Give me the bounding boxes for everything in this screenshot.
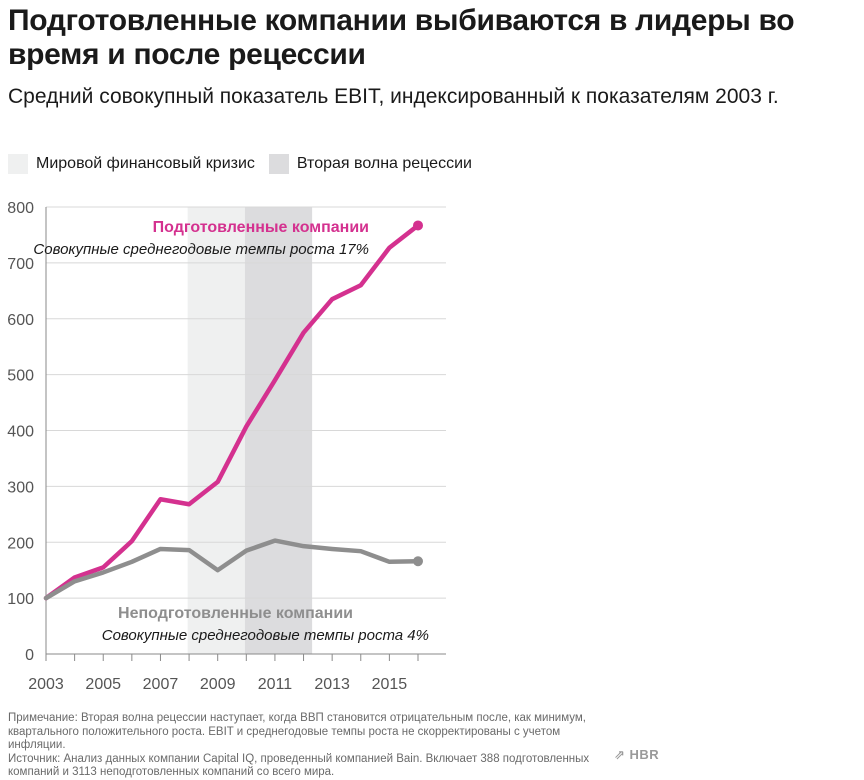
series-label-prepared: Подготовленные компании (153, 219, 369, 236)
x-tick-label: 2007 (143, 676, 179, 693)
footnote-line: квартального положительного роста. EBIT … (8, 725, 561, 752)
series-label-unprepared: Неподготовленные компании (118, 605, 353, 622)
legend-swatch-crisis (8, 154, 28, 174)
legend-label-crisis: Мировой финансовый кризис (36, 155, 255, 172)
x-tick-label: 2011 (258, 676, 293, 693)
legend: Мировой финансовый кризис Вторая волна р… (8, 152, 486, 176)
legend-item-crisis: Мировой финансовый кризис (8, 154, 255, 174)
y-tick-label: 0 (25, 647, 34, 664)
hbr-logo: ⇗ HBR (614, 747, 660, 762)
series-end-point-prepared (413, 220, 423, 231)
y-tick-label: 100 (7, 591, 34, 608)
footnote-line: Источник: Анализ данных компании Capital… (8, 752, 590, 765)
series-line-unprepared (43, 538, 421, 601)
series-note-prepared: Совокупные среднегодовые темпы роста 17% (33, 241, 369, 258)
legend-item-second-wave: Вторая волна рецессии (268, 154, 472, 174)
y-tick-label: 300 (7, 479, 34, 496)
series-line-prepared (43, 223, 421, 601)
series-end-point-unprepared (413, 556, 423, 567)
series-note-unprepared: Совокупные среднегодовые темпы роста 4% (102, 627, 429, 644)
x-tick-label: 2013 (314, 676, 350, 693)
legend-label-second-wave: Вторая волна рецессии (296, 155, 472, 172)
line-chart: 0 100 200 300 400 500 600 700 800 2003 2005 2007 200… (7, 200, 446, 693)
y-tick-label: 200 (7, 535, 34, 552)
hbr-logo-text: HBR (629, 747, 660, 762)
x-tick-label: 2003 (28, 676, 64, 693)
footnote-line: Примечание: Вторая волна рецессии наступ… (8, 712, 586, 724)
y-tick-label: 800 (7, 200, 34, 217)
chart-title: Подготовленные компании выбиваются в лид… (8, 4, 795, 71)
footnote-line: компаний и 3113 неподготовленных компани… (8, 766, 335, 778)
x-tick-label: 2009 (200, 676, 236, 693)
x-tick-label: 2015 (372, 676, 408, 693)
y-tick-label: 700 (7, 256, 34, 273)
chart-subtitle: Средний совокупный показатель EBIT, инде… (8, 85, 779, 108)
y-tick-label: 600 (7, 312, 34, 329)
footnote: Примечание: Вторая волна рецессии наступ… (8, 712, 608, 780)
y-tick-label: 500 (7, 368, 34, 385)
y-tick-label: 400 (7, 424, 34, 441)
legend-swatch-second-wave (268, 154, 289, 174)
x-tick-label: 2005 (85, 676, 121, 693)
